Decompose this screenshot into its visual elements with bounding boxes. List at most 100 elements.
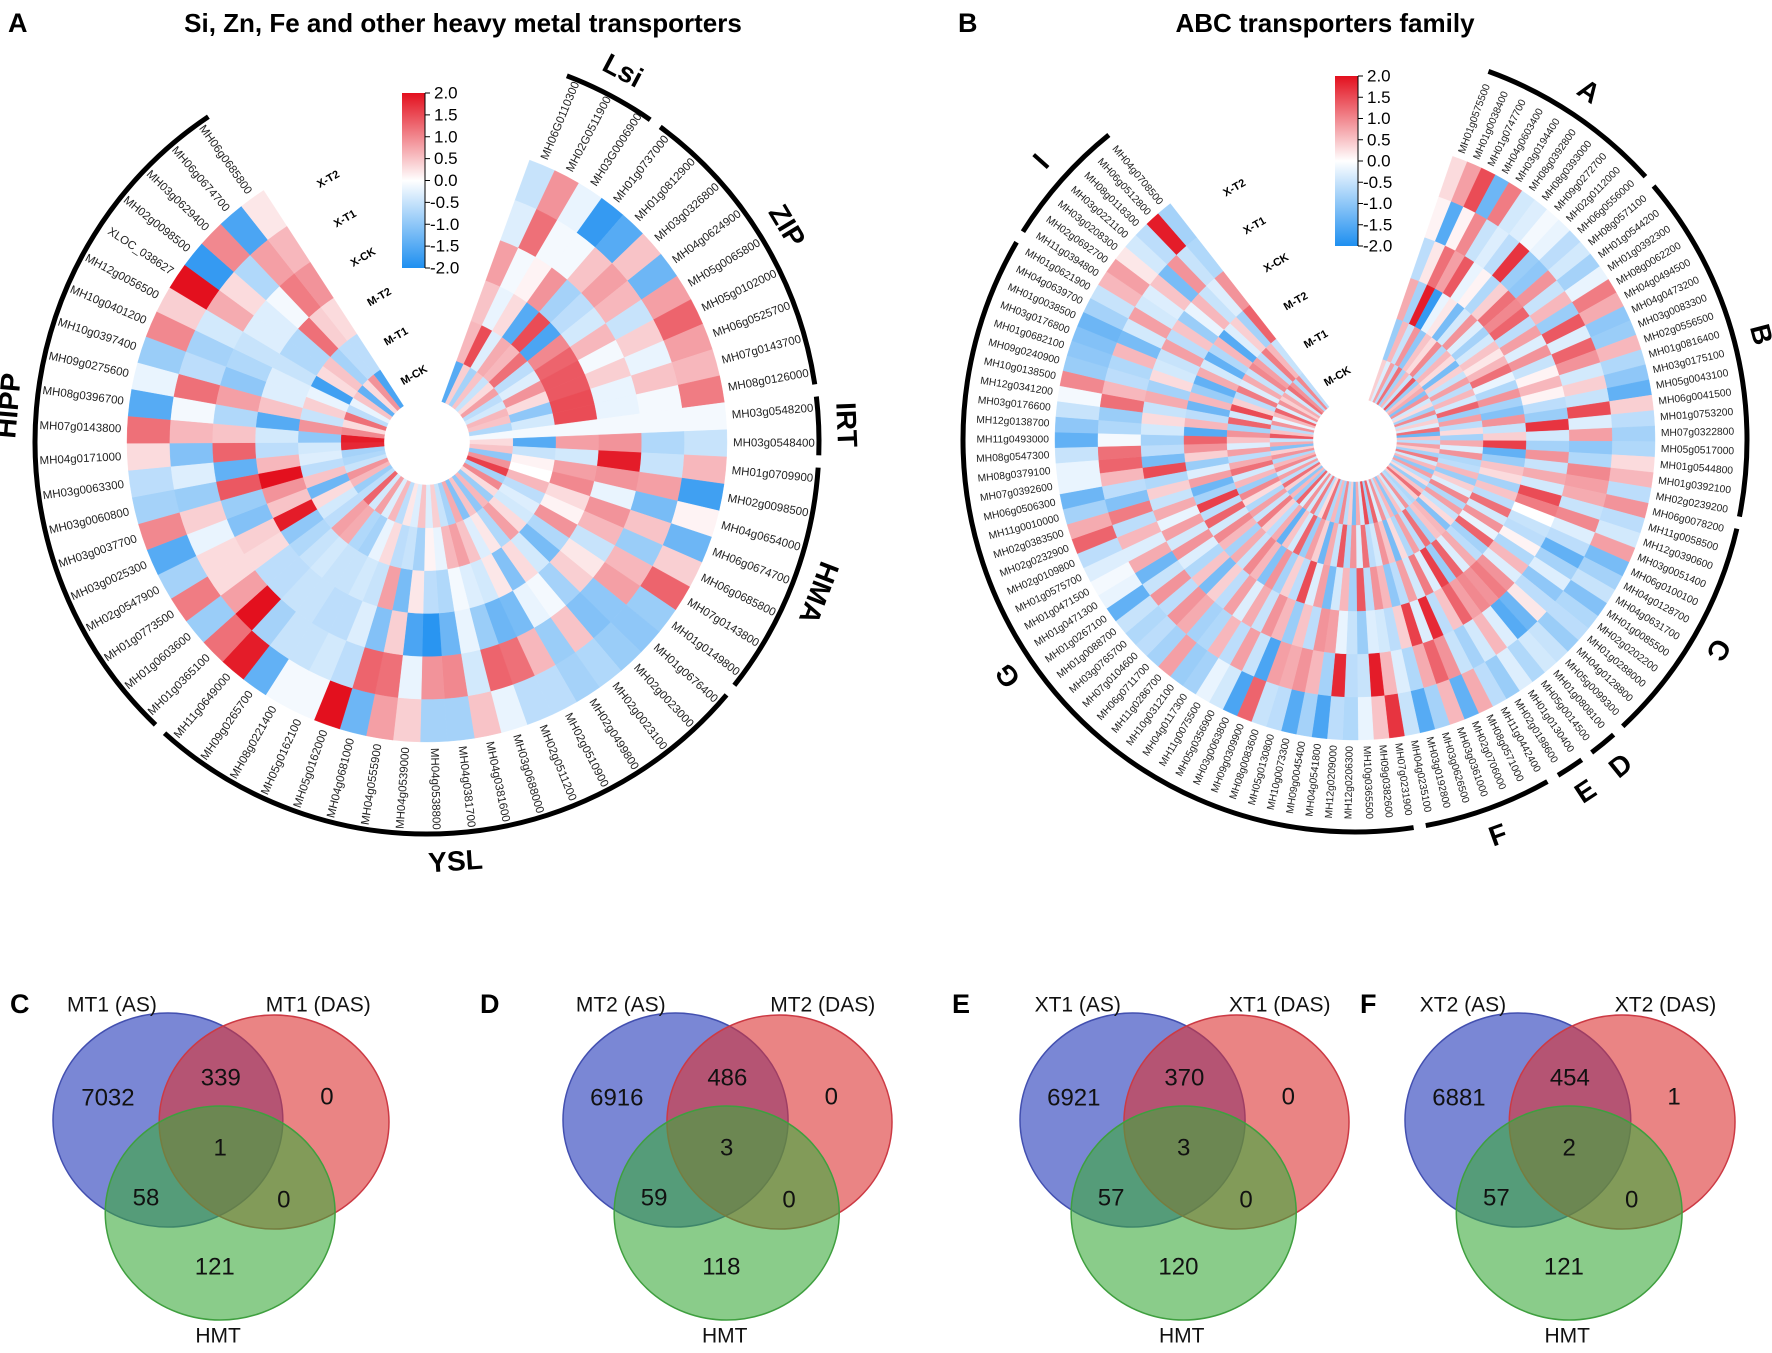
color-scale-tick-label: -0.5	[430, 193, 459, 212]
heatmap-cell-MH05g0517000-X-T2	[1611, 441, 1656, 458]
venn-region-count-1-2: 486	[707, 1065, 747, 1092]
heatmap-cell-MH04g0538800-X-CK	[421, 612, 442, 657]
group-label-irt: IRT	[830, 402, 863, 448]
group-label-e: E	[1569, 773, 1602, 809]
color-scale-tick-label: -2.0	[1363, 237, 1392, 256]
venn-region-count-2-3: 0	[277, 1187, 290, 1214]
venn-region-count-only-1: 6916	[590, 1085, 643, 1112]
venn-diagram-e: XT1 (AS) XT1 (DAS) HMT 6921 370 0 3 57 0 120	[1019, 994, 1350, 1348]
panel-letter-c: C	[10, 989, 30, 1019]
gene-label: MH12g0206300	[1344, 746, 1356, 820]
ring-label-x-t2: X-T2	[1221, 177, 1248, 199]
ring-label-m-ck: M-CK	[1322, 364, 1353, 389]
venn-set-label: HMT	[195, 1325, 241, 1348]
gene-label: MH06g0525700	[711, 300, 792, 340]
gene-label: MH03g0063300	[42, 479, 125, 502]
venn-region-count-1-3: 57	[1483, 1185, 1510, 1212]
gene-label: MH09g0275600	[47, 350, 129, 380]
group-bracket-a	[1487, 69, 1648, 179]
group-label-c: C	[1700, 633, 1737, 666]
heatmap-cells	[126, 159, 728, 743]
venn-region-count-2-3: 0	[1239, 1187, 1252, 1214]
heatmap-cell-MH03g0548400-X-CK	[598, 432, 642, 453]
venn-set-3	[613, 1105, 840, 1321]
group-label-f: F	[1485, 817, 1512, 852]
color-scale-tick-label: 2.0	[1367, 67, 1391, 86]
gene-label: MH08g0379100	[977, 466, 1051, 485]
gene-label: MH03g0688000	[510, 733, 545, 815]
venn-diagram-c: MT1 (AS) MT1 (DAS) HMT 7032 339 0 1 58 0 121	[52, 994, 390, 1348]
venn-region-count-only-3: 120	[1158, 1254, 1198, 1281]
gene-label: MH04g0541800	[1304, 743, 1324, 817]
gene-label: MH07g0322800	[1661, 427, 1735, 440]
color-scale-tick-label: 0.5	[1367, 130, 1391, 149]
venn-region-count-only-1: 7032	[81, 1085, 134, 1112]
heatmap-cell-MH04g0171000-X-T2	[126, 442, 172, 471]
venn-set-label: XT1 (AS)	[1035, 994, 1121, 1017]
venn-region-count-only-2: 0	[320, 1084, 333, 1111]
ring-label-x-t2: X-T2	[315, 168, 342, 190]
gene-label: MH05g0162000	[292, 728, 331, 809]
venn-set-label: XT1 (DAS)	[1229, 994, 1331, 1017]
color-scale-tick-label: -2.0	[430, 259, 459, 278]
group-label-g: G	[988, 658, 1026, 693]
heatmap-cell-MH04g0708500-M-CK	[1298, 372, 1330, 409]
heatmap-cell-MH04g0538800-X-T1	[420, 655, 445, 700]
heatmap-cell-MH10g0365500-X-T2	[1357, 696, 1374, 741]
gene-label: MH04g0555900	[360, 743, 385, 826]
venn-set-label: XT2 (DAS)	[1615, 994, 1717, 1017]
heatmap-cell-MH12g0206300-X-T2	[1342, 696, 1359, 741]
heatmap-cell-MH07g0143800-X-T2	[126, 415, 172, 444]
gene-label: MH01g0544800	[1659, 460, 1733, 477]
venn-set-3	[104, 1105, 336, 1321]
gene-label: MH06g0041500	[1658, 387, 1732, 407]
group-bracket-d	[1590, 732, 1616, 755]
heatmap-cell-MH03g0548400-M-T2	[555, 434, 599, 451]
gene-label: MH03g0060800	[48, 506, 130, 536]
gene-label: MH11g0493000	[976, 434, 1049, 445]
venn-region-count-1-2-3: 1	[213, 1135, 226, 1162]
color-scale-legend: 2.0 1.5 1.0 0.5 0.0 -0.5 -1.0 -1.5 -2.0	[402, 84, 459, 278]
gene-label: MH10g0397400	[56, 317, 138, 354]
panel-letter-b: B	[958, 8, 978, 38]
venn-region-count-1-3: 57	[1098, 1185, 1125, 1212]
venn-set-label: MT1 (AS)	[67, 994, 157, 1017]
venn-region-count-only-3: 121	[195, 1254, 235, 1281]
gene-label: MH05g0517000	[1661, 444, 1735, 457]
heatmap-cell-MH11g0493000-X-CK	[1140, 434, 1185, 446]
color-scale-tick-label: 1.5	[1367, 88, 1391, 107]
group-bracket-b	[1651, 184, 1750, 518]
group-bracket-zip	[658, 124, 818, 385]
group-label-b: B	[1744, 321, 1772, 348]
venn-set-label: HMT	[702, 1325, 748, 1348]
gene-label: MH04g0681000	[325, 737, 357, 819]
group-bracket-ysl	[162, 693, 729, 837]
gene-label: MH10g0365500	[1361, 746, 1375, 820]
heatmap-cell-MH12g0206300-X-T1	[1344, 653, 1358, 698]
venn-diagram-d: MT2 (AS) MT2 (DAS) HMT 6916 486 0 3 59 0 118	[562, 994, 893, 1348]
group-bracket-i	[1020, 132, 1111, 233]
color-scale-tick-label: 1.0	[434, 127, 458, 146]
panel-letter-f: F	[1360, 989, 1377, 1019]
venn-region-count-1-2-3: 3	[1177, 1135, 1190, 1162]
venn-region-count-only-2: 1	[1667, 1084, 1680, 1111]
heatmap-cell-MH07g0322800-X-T2	[1611, 425, 1656, 442]
color-scale-tick-label: -1.5	[1363, 215, 1392, 234]
venn-set-3	[1070, 1105, 1297, 1321]
group-label-hma: HMA	[793, 558, 845, 629]
venn-set-label: MT1 (DAS)	[266, 994, 371, 1017]
color-scale-tick-label: 1.5	[434, 105, 458, 124]
venn-set-label: HMT	[1544, 1325, 1590, 1348]
group-bracket-hipp	[32, 114, 210, 727]
venn-region-count-only-3: 121	[1544, 1254, 1584, 1281]
group-bracket-hma	[732, 467, 821, 687]
venn-region-count-only-2: 0	[825, 1084, 838, 1111]
venn-region-count-only-2: 0	[1282, 1084, 1295, 1111]
panel-letter-a: A	[8, 8, 28, 38]
group-bracket-irt	[813, 396, 822, 456]
gene-label: MH12g0138700	[976, 415, 1050, 430]
gene-label: MH03g0176600	[977, 395, 1051, 414]
gene-label: MH03g0548400	[733, 437, 815, 449]
ring-label-m-t2: M-T2	[1282, 290, 1310, 313]
